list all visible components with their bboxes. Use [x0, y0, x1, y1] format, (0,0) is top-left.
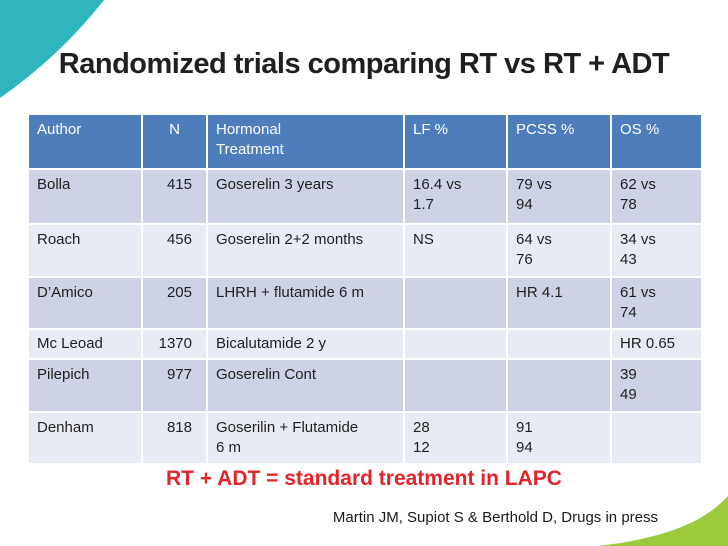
cell-pcss: 64 vs 76 [506, 223, 612, 278]
conclusion-text: RT + ADT = standard treatment in LAPC [166, 467, 562, 490]
cell-pcss: 91 94 [506, 410, 612, 465]
citation-text: Martin JM, Supiot S & Berthold D, Drugs … [332, 509, 658, 526]
cell-lf: 16.4 vs 1.7 [403, 168, 508, 225]
cell-author: Pilepich [27, 357, 143, 413]
cell-n: 415 [141, 168, 208, 225]
table-row-bolla: Bolla 415 Goserelin 3 years 16.4 vs 1.7 … [27, 168, 703, 225]
column-header-n: N [141, 113, 208, 170]
cell-lf [403, 327, 508, 360]
trials-table: Author N Hormonal Treatment LF % PCSS % … [27, 113, 703, 465]
cell-treatment: Goserilin + Flutamide 6 m [206, 410, 405, 465]
table-body: Bolla 415 Goserelin 3 years 16.4 vs 1.7 … [27, 168, 703, 465]
cell-author: Roach [27, 223, 143, 278]
cell-pcss [506, 327, 612, 360]
table-row-pilepich: Pilepich 977 Goserelin Cont 39 49 [27, 357, 703, 413]
cell-treatment: Goserelin 3 years [206, 168, 405, 225]
cell-author: Denham [27, 410, 143, 465]
cell-n: 456 [141, 223, 208, 278]
cell-treatment: Bicalutamide 2 y [206, 327, 405, 360]
table-row-damico: D’Amico 205 LHRH + flutamide 6 m HR 4.1 … [27, 276, 703, 330]
cell-lf [403, 357, 508, 413]
cell-lf [403, 276, 508, 330]
cell-lf: NS [403, 223, 508, 278]
cell-os: 62 vs 78 [610, 168, 703, 225]
table-row-roach: Roach 456 Goserelin 2+2 months NS 64 vs … [27, 223, 703, 278]
column-header-lf: LF % [403, 113, 508, 170]
column-header-pcss: PCSS % [506, 113, 612, 170]
cell-os: 61 vs 74 [610, 276, 703, 330]
cell-treatment: Goserelin Cont [206, 357, 405, 413]
cell-lf: 28 12 [403, 410, 508, 465]
cell-treatment: Goserelin 2+2 months [206, 223, 405, 278]
cell-n: 818 [141, 410, 208, 465]
cell-n: 205 [141, 276, 208, 330]
cell-n: 1370 [141, 327, 208, 360]
column-header-author: Author [27, 113, 143, 170]
column-header-os: OS % [610, 113, 703, 170]
cell-author: Bolla [27, 168, 143, 225]
table-header: Author N Hormonal Treatment LF % PCSS % … [27, 113, 703, 170]
cell-author: D’Amico [27, 276, 143, 330]
table-row-mcleoad: Mc Leoad 1370 Bicalutamide 2 y HR 0.65 [27, 327, 703, 360]
cell-pcss: HR 4.1 [506, 276, 612, 330]
header-row: Author N Hormonal Treatment LF % PCSS % … [27, 113, 703, 170]
slide-title: Randomized trials comparing RT vs RT + A… [58, 48, 670, 80]
cell-os: HR 0.65 [610, 327, 703, 360]
cell-os: 39 49 [610, 357, 703, 413]
cell-n: 977 [141, 357, 208, 413]
cell-pcss [506, 357, 612, 413]
cell-os: 34 vs 43 [610, 223, 703, 278]
column-header-treatment: Hormonal Treatment [206, 113, 405, 170]
table-row-denham: Denham 818 Goserilin + Flutamide 6 m 28 … [27, 410, 703, 465]
cell-treatment: LHRH + flutamide 6 m [206, 276, 405, 330]
cell-author: Mc Leoad [27, 327, 143, 360]
cell-os [610, 410, 703, 465]
cell-pcss: 79 vs 94 [506, 168, 612, 225]
